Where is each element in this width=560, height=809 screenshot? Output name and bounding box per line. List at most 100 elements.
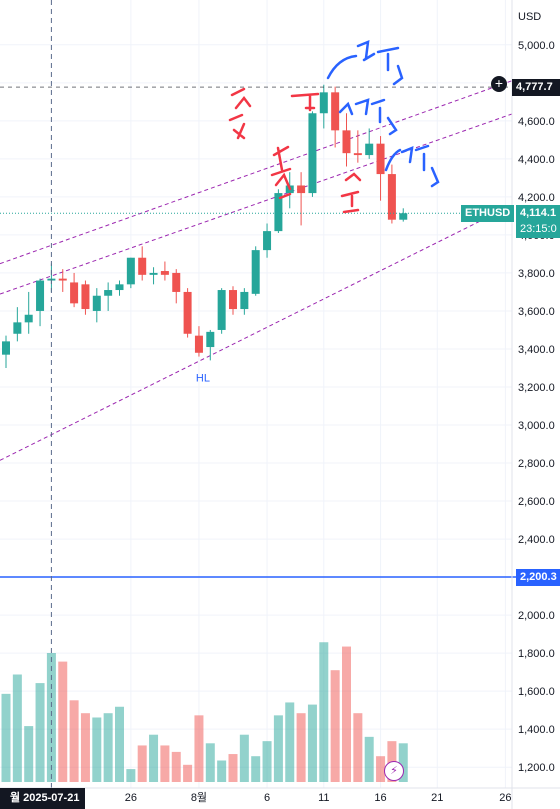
crosshair-date-label: 월 2025-07-21 bbox=[0, 788, 86, 809]
volume-bar bbox=[103, 713, 113, 782]
blue-handwriting-3 bbox=[384, 144, 440, 188]
hand-drawings bbox=[228, 40, 440, 214]
candle-body bbox=[274, 193, 283, 232]
x-tick-label: 11 bbox=[318, 792, 329, 804]
candle-body bbox=[149, 272, 158, 275]
y-tick-label: 3,000.0 bbox=[518, 420, 555, 432]
y-tick-label: 4,400.0 bbox=[518, 154, 555, 166]
candle-body bbox=[251, 250, 260, 294]
red-handwriting-4 bbox=[340, 172, 362, 214]
annotation-label: HL bbox=[196, 372, 210, 384]
volume-bar bbox=[46, 653, 56, 782]
candle-body bbox=[376, 143, 385, 175]
candle-body bbox=[331, 92, 340, 131]
y-tick-label: 2,800.0 bbox=[518, 458, 555, 470]
candle-body bbox=[58, 278, 67, 281]
candle-body bbox=[240, 291, 249, 310]
volume-bar bbox=[1, 693, 11, 782]
candle-body bbox=[126, 257, 135, 285]
candle-body bbox=[342, 130, 351, 154]
volume-bar bbox=[126, 769, 136, 782]
candle-body bbox=[115, 284, 124, 291]
channel-line-upper bbox=[0, 80, 513, 265]
x-tick-label: 8월 bbox=[191, 791, 207, 804]
volume-bar bbox=[353, 713, 363, 782]
candle-body bbox=[160, 271, 169, 275]
chart-grid bbox=[0, 0, 512, 788]
currency-label: USD bbox=[518, 11, 542, 23]
volume-bar bbox=[183, 764, 193, 782]
volume-bar bbox=[35, 683, 45, 782]
candle-body bbox=[263, 231, 272, 251]
y-tick-label: 2,000.0 bbox=[518, 610, 555, 622]
x-tick-label: 26 bbox=[125, 792, 137, 804]
bar-countdown-label: 23:15:0 bbox=[516, 220, 560, 238]
volume-bar bbox=[149, 734, 159, 782]
y-tick-label: 5,000.0 bbox=[518, 40, 555, 52]
candle-body bbox=[70, 282, 79, 304]
x-tick-label: 26 bbox=[499, 792, 511, 804]
y-tick-label: 3,200.0 bbox=[518, 382, 555, 394]
x-tick-label: 21 bbox=[431, 792, 443, 804]
volume-bar bbox=[364, 736, 374, 782]
blue-handwriting-1 bbox=[326, 40, 404, 86]
volume-bar bbox=[376, 756, 386, 782]
volume-bar bbox=[12, 674, 22, 782]
hline-price-label: 4,777.7 bbox=[512, 78, 560, 96]
volume-bar bbox=[342, 646, 351, 782]
candle-body bbox=[24, 314, 33, 323]
volume-bar bbox=[319, 642, 329, 782]
candle-body bbox=[81, 284, 90, 310]
candle-body bbox=[13, 322, 22, 334]
volume-bar bbox=[285, 702, 295, 782]
time-axis: 26 8월 6 11 16 21 26 bbox=[125, 791, 512, 804]
trend-channel bbox=[0, 80, 513, 461]
volume-bar bbox=[194, 715, 204, 782]
candle-body bbox=[387, 174, 396, 220]
volume-bar bbox=[228, 754, 238, 782]
volume-bar bbox=[24, 726, 34, 782]
candle-body bbox=[308, 113, 317, 194]
candle-body bbox=[194, 335, 203, 353]
volume-bar bbox=[307, 704, 317, 782]
y-tick-label: 2,400.0 bbox=[518, 534, 555, 546]
candle-body bbox=[229, 290, 237, 310]
volume-bar bbox=[205, 743, 215, 782]
candle-body bbox=[319, 92, 328, 114]
candlesticks bbox=[2, 84, 408, 368]
candle-body bbox=[297, 185, 306, 194]
volume-bar bbox=[58, 661, 68, 782]
candle-body bbox=[172, 272, 181, 292]
y-tick-label: 1,200.0 bbox=[518, 762, 555, 774]
channel-line-lower bbox=[0, 204, 513, 461]
volume-bar bbox=[239, 734, 249, 782]
candle-body bbox=[104, 290, 113, 296]
red-handwriting-2 bbox=[270, 145, 292, 200]
volume-bar bbox=[137, 745, 147, 782]
volume-bar bbox=[398, 743, 408, 782]
volume-bar bbox=[330, 670, 340, 782]
red-handwriting-3 bbox=[290, 92, 320, 112]
y-tick-label: 3,600.0 bbox=[518, 306, 555, 318]
candle-body bbox=[36, 280, 45, 311]
volume-bar bbox=[80, 713, 90, 782]
x-tick-label: 6 bbox=[264, 792, 270, 804]
blue-line-price-label: 2,200.3 bbox=[516, 568, 560, 586]
volume-bar bbox=[69, 700, 79, 782]
candle-body bbox=[2, 341, 10, 355]
y-tick-label: 4,600.0 bbox=[518, 116, 555, 128]
volume-bar bbox=[160, 745, 170, 782]
candle-body bbox=[353, 153, 362, 156]
add-alert-plus-icon[interactable]: + bbox=[491, 76, 507, 92]
symbol-label: ETHUSD bbox=[461, 204, 515, 222]
candle-body bbox=[183, 291, 192, 334]
lightning-icon[interactable]: ⚡ bbox=[384, 761, 404, 781]
volume-bar bbox=[273, 715, 283, 782]
chart-annotations: HL bbox=[196, 372, 210, 384]
red-handwriting-1 bbox=[228, 87, 252, 140]
volume-bar bbox=[251, 756, 261, 782]
candle-body bbox=[92, 295, 101, 311]
x-tick-label: 16 bbox=[374, 792, 386, 804]
